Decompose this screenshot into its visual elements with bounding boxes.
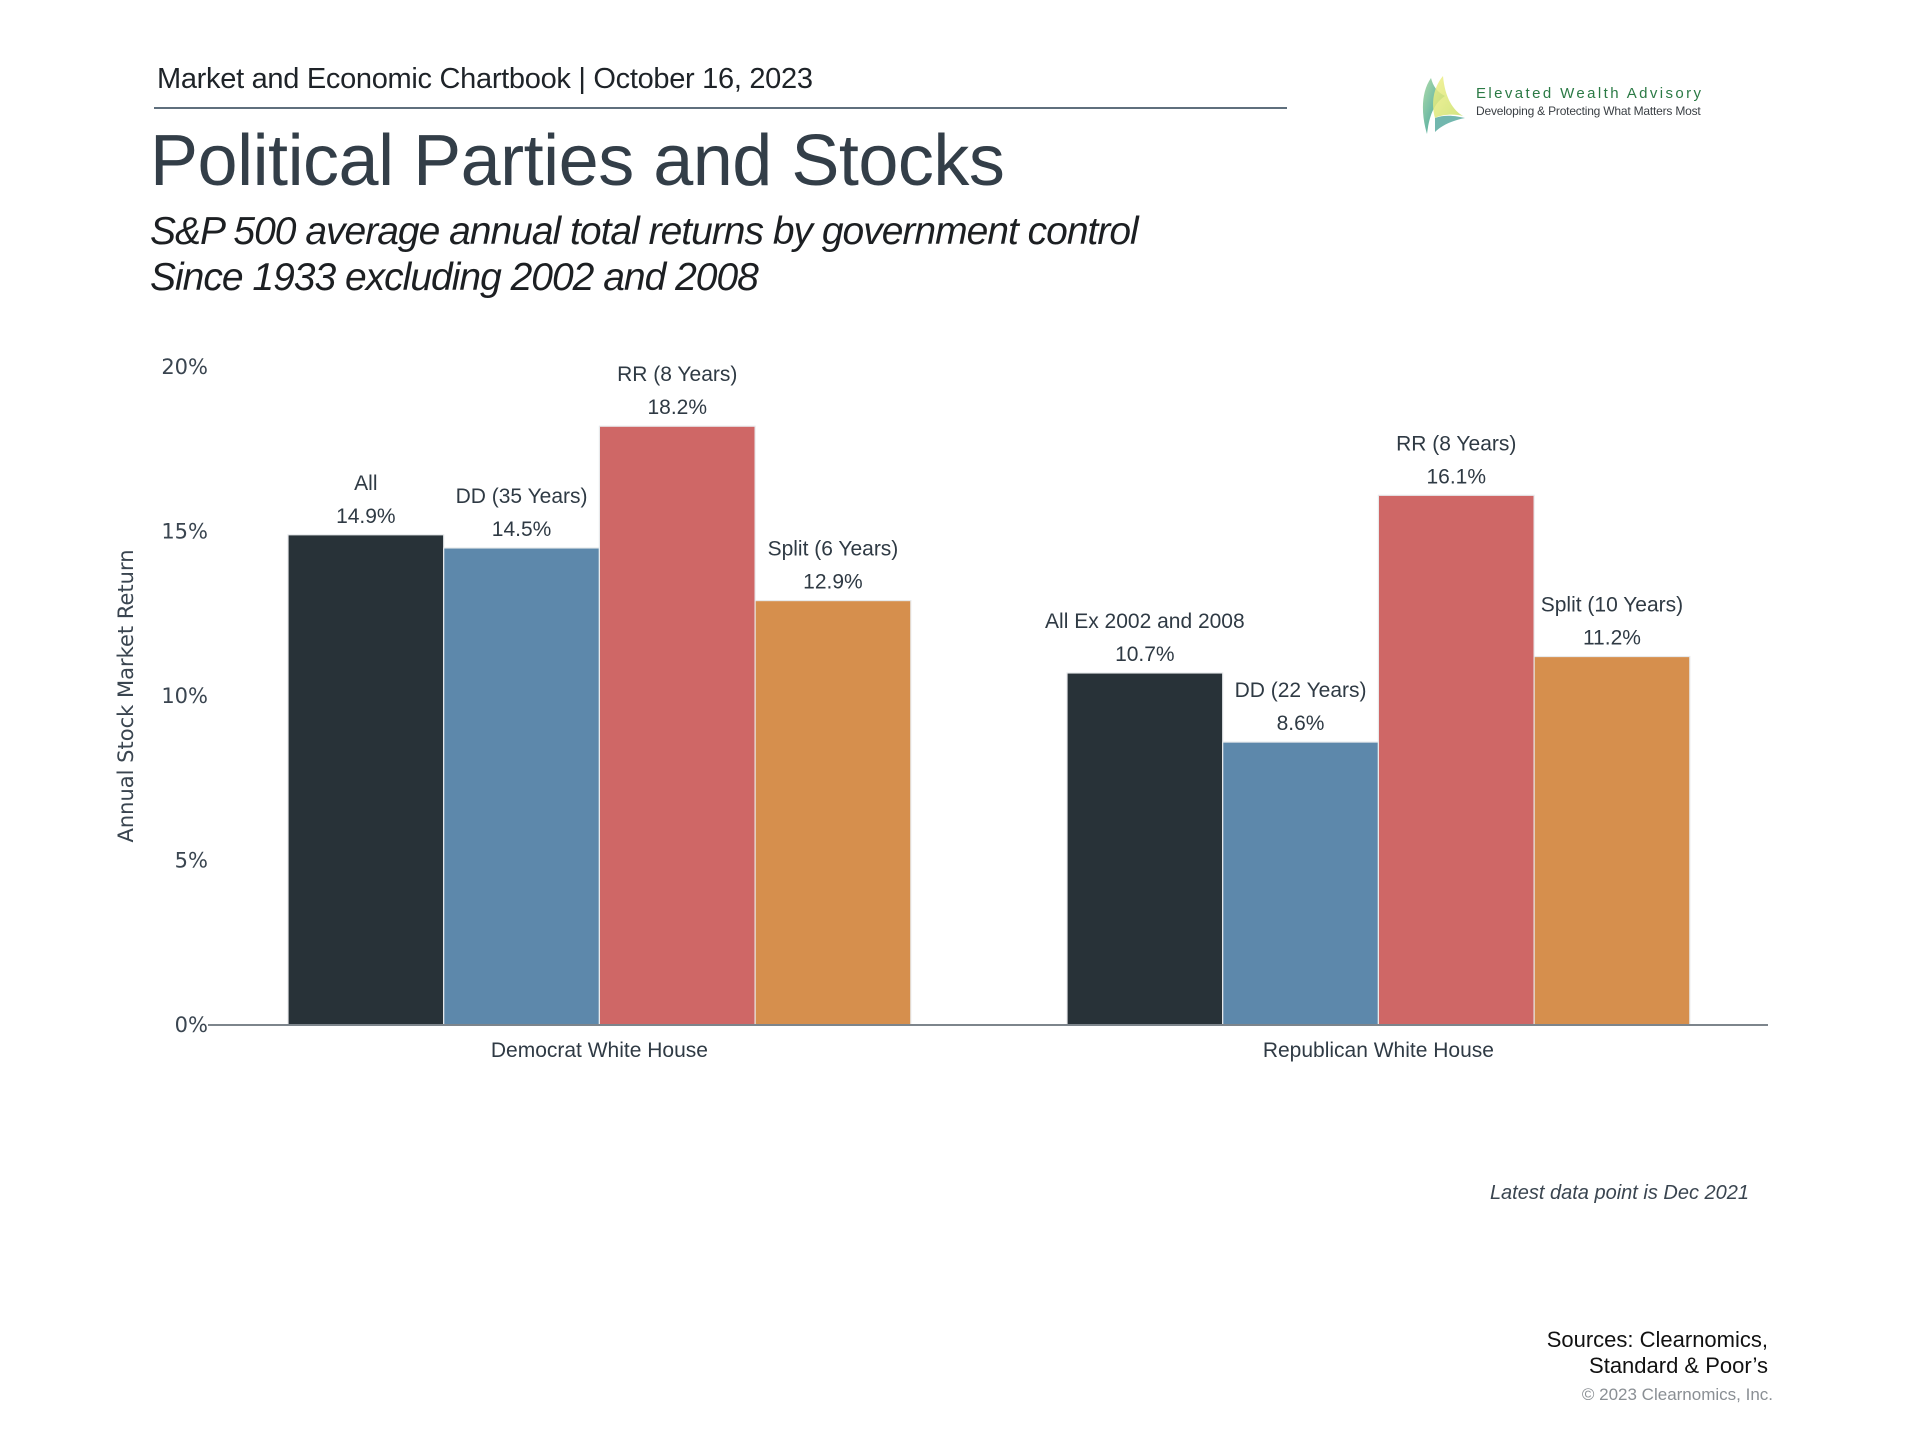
y-axis-ticks: 0% 5% 10% 15% 20% — [161, 355, 208, 1037]
company-tagline: Developing & Protecting What Matters Mos… — [1476, 104, 1701, 118]
bar-value-label: 14.5% — [492, 518, 552, 541]
y-axis-title: Annual Stock Market Return — [114, 549, 138, 842]
sources-line-2: Standard & Poor’s — [1589, 1353, 1768, 1378]
leaf-sail-logo-icon — [1422, 76, 1465, 134]
bar-dd — [443, 547, 601, 1026]
page-title: Political Parties and Stocks — [150, 121, 1005, 201]
bar-series-label: All — [354, 472, 377, 495]
company-logo: Elevated Wealth Advisory Developing & Pr… — [1419, 74, 1729, 136]
bar-value-label: 14.9% — [336, 505, 396, 528]
copyright: © 2023 Clearnomics, Inc. — [1581, 1385, 1773, 1404]
bar-series-label: DD (22 Years) — [1235, 679, 1367, 702]
bar-series-label: All Ex 2002 and 2008 — [1045, 610, 1245, 633]
bar-series-label: Split (10 Years) — [1541, 594, 1683, 617]
latest-data-note: Latest data point is Dec 2021 — [1489, 1182, 1749, 1204]
bar-all — [1066, 672, 1224, 1026]
bars: All 14.9% DD (35 Years) 14.5% RR (8 Years) 18… — [287, 363, 1691, 1026]
y-tick-label: 15% — [161, 520, 208, 544]
x-category-label: Democrat White House — [491, 1039, 708, 1062]
subtitle-line-1: S&P 500 average annual total returns by … — [150, 210, 1139, 253]
subtitle-line-2: Since 1933 excluding 2002 and 2008 — [150, 256, 759, 299]
y-tick-label: 20% — [161, 355, 208, 379]
y-tick-label: 0% — [175, 1013, 208, 1037]
bar-rr — [1377, 494, 1535, 1026]
bar-series-label: RR (8 Years) — [1396, 432, 1516, 455]
bar-series-label: RR (8 Years) — [617, 363, 737, 386]
bar-value-label: 11.2% — [1583, 627, 1641, 650]
bar-value-label: 10.7% — [1115, 643, 1175, 666]
bar-series-label: DD (35 Years) — [456, 485, 588, 508]
company-name: Elevated Wealth Advisory — [1476, 85, 1704, 102]
bar-value-label: 18.2% — [647, 396, 707, 419]
sources-line-1: Sources: Clearnomics, — [1546, 1327, 1768, 1352]
bar-value-label: 16.1% — [1426, 465, 1486, 488]
y-tick-label: 10% — [161, 684, 208, 708]
category-labels: Democrat White House Republican White Hou… — [491, 1039, 1494, 1062]
bar-value-label: 12.9% — [803, 571, 863, 594]
bar-split — [1533, 655, 1691, 1026]
bar-dd — [1222, 741, 1379, 1026]
bar-series-label: Split (6 Years) — [768, 538, 899, 561]
x-category-label: Republican White House — [1263, 1039, 1494, 1062]
y-tick-label: 5% — [175, 849, 208, 873]
bar-value-label: 8.6% — [1277, 712, 1325, 735]
bar-split — [754, 599, 912, 1026]
chartbook-header: Market and Economic Chartbook | October … — [157, 63, 813, 95]
bar-rr — [598, 425, 756, 1026]
header-divider — [154, 107, 1287, 109]
bar-all — [287, 534, 445, 1026]
